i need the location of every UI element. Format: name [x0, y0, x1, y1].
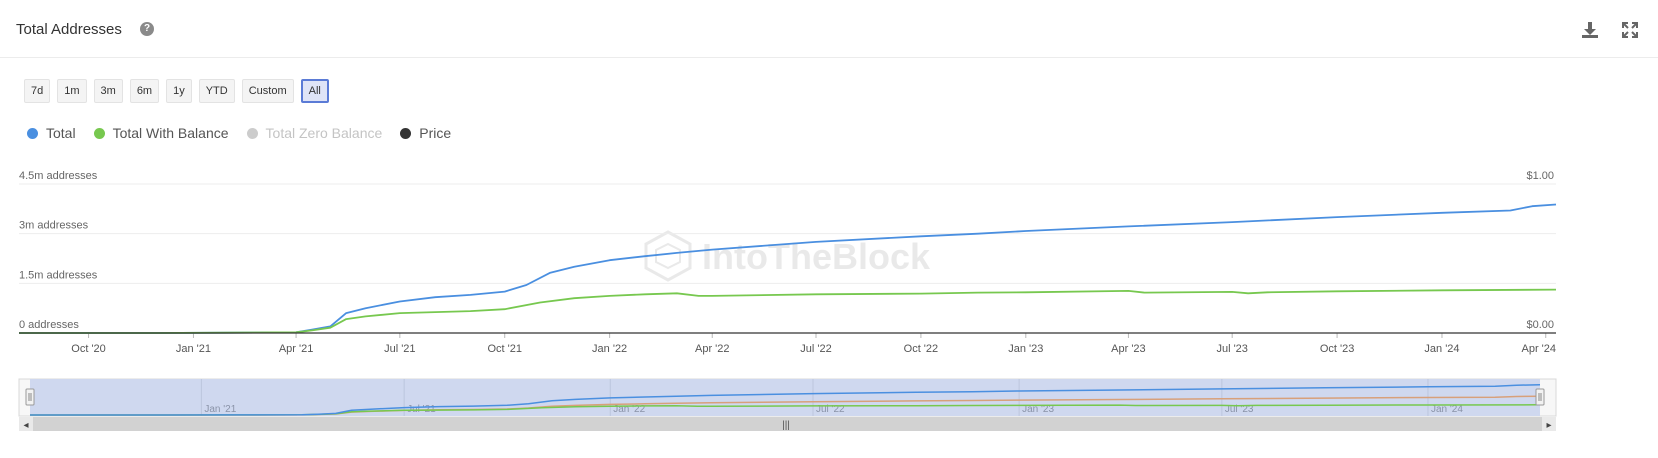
navigator-handle-right[interactable]	[1535, 388, 1545, 406]
scrollbar-thumb[interactable]	[33, 417, 1542, 431]
page-title: Total Addresses	[16, 21, 122, 38]
range-button-7d[interactable]: 7d	[24, 79, 51, 103]
x-tick-label: Apr '24	[1521, 343, 1556, 355]
y-right-tick-label: $0.00	[1526, 319, 1554, 331]
x-tick-label: Jan '23	[1008, 343, 1043, 355]
y-tick-label: 1.5m addresses	[19, 269, 98, 281]
legend-label: Price	[419, 125, 452, 141]
y-tick-label: 4.5m addresses	[19, 170, 98, 182]
navigator-line-total	[30, 384, 1541, 416]
navigator-selection[interactable]	[30, 379, 1540, 416]
x-tick-label: Jan '24	[1424, 343, 1459, 355]
svg-text:IntoTheBlock: IntoTheBlock	[702, 236, 931, 277]
legend-label: Total With Balance	[112, 125, 229, 141]
legend-dot	[93, 127, 105, 139]
download-icon[interactable]	[1580, 20, 1600, 40]
navigator-tick-label: Jan '24	[1431, 404, 1463, 415]
navigator-handle-left[interactable]	[25, 388, 35, 406]
navigator-tick-label: Jan '21	[204, 404, 236, 415]
panel-header: Total Addresses ?	[0, 0, 1658, 58]
navigator-tick-label: Jan '22	[613, 404, 645, 415]
navigator-tick-label: Jan '23	[1022, 404, 1054, 415]
x-tick-label: Apr '23	[1111, 343, 1146, 355]
series-line-total	[19, 203, 1557, 334]
series-line-total-with-balance	[19, 288, 1557, 334]
x-tick-label: Apr '21	[279, 343, 314, 355]
legend-dot	[246, 127, 258, 139]
x-tick-label: Jul '22	[800, 343, 831, 355]
scroll-left-icon[interactable]: ◂	[23, 420, 28, 431]
legend-label: Total	[46, 125, 76, 141]
range-button-all[interactable]: All	[300, 79, 329, 103]
legend-dot	[400, 127, 412, 139]
y-right-tick-label: $1.00	[1526, 170, 1554, 182]
x-tick-label: Oct '23	[1320, 343, 1355, 355]
expand-icon[interactable]	[1620, 20, 1640, 40]
x-tick-label: Jul '21	[384, 343, 415, 355]
x-tick-label: Oct '20	[71, 343, 106, 355]
legend-label: Total Zero Balance	[265, 125, 383, 141]
range-navigator[interactable]: Jan '21 Jul '21 Jan '22 Jul '22 Jan '23 Jul '…	[0, 370, 1658, 458]
range-button-3m[interactable]: 3m	[93, 79, 123, 103]
x-tick-label: Jul '23	[1216, 343, 1247, 355]
legend-item-total-zero-balance[interactable]: Total Zero Balance	[246, 125, 383, 141]
x-tick-label: Oct '22	[904, 343, 939, 355]
x-tick-label: Apr '22	[695, 343, 730, 355]
x-tick-label: Oct '21	[487, 343, 522, 355]
range-selector: 7d 1m 3m 6m 1y YTD Custom All	[24, 79, 329, 103]
legend-dot	[27, 127, 38, 139]
range-button-custom[interactable]: Custom	[241, 79, 294, 103]
chart-legend: Total Total With Balance Total Zero Balanc…	[27, 125, 451, 141]
legend-item-price[interactable]: Price	[400, 125, 451, 141]
y-tick-label: 3m addresses	[19, 220, 89, 232]
help-icon[interactable]: ?	[140, 22, 154, 36]
scrollbar-grip-icon: |||	[782, 420, 790, 431]
range-button-ytd[interactable]: YTD	[198, 79, 235, 103]
legend-item-total-with-balance[interactable]: Total With Balance	[93, 125, 229, 141]
legend-item-total[interactable]: Total	[27, 125, 76, 141]
x-tick-label: Jan '21	[176, 343, 211, 355]
scroll-right-icon[interactable]: ▸	[1546, 420, 1551, 431]
x-tick-label: Jan '22	[592, 343, 627, 355]
watermark: IntoTheBlock	[644, 230, 931, 282]
range-button-1y[interactable]: 1y	[166, 79, 192, 103]
y-tick-label: 0 addresses	[19, 319, 79, 331]
navigator-tick-label: Jul '23	[1225, 404, 1254, 415]
range-button-1m[interactable]: 1m	[57, 79, 87, 103]
line-chart: IntoTheBlock 0 addresses 1.5m addresses 3m …	[19, 170, 1557, 355]
range-button-6m[interactable]: 6m	[129, 79, 160, 103]
navigator-tick-label: Jul '22	[816, 404, 845, 415]
